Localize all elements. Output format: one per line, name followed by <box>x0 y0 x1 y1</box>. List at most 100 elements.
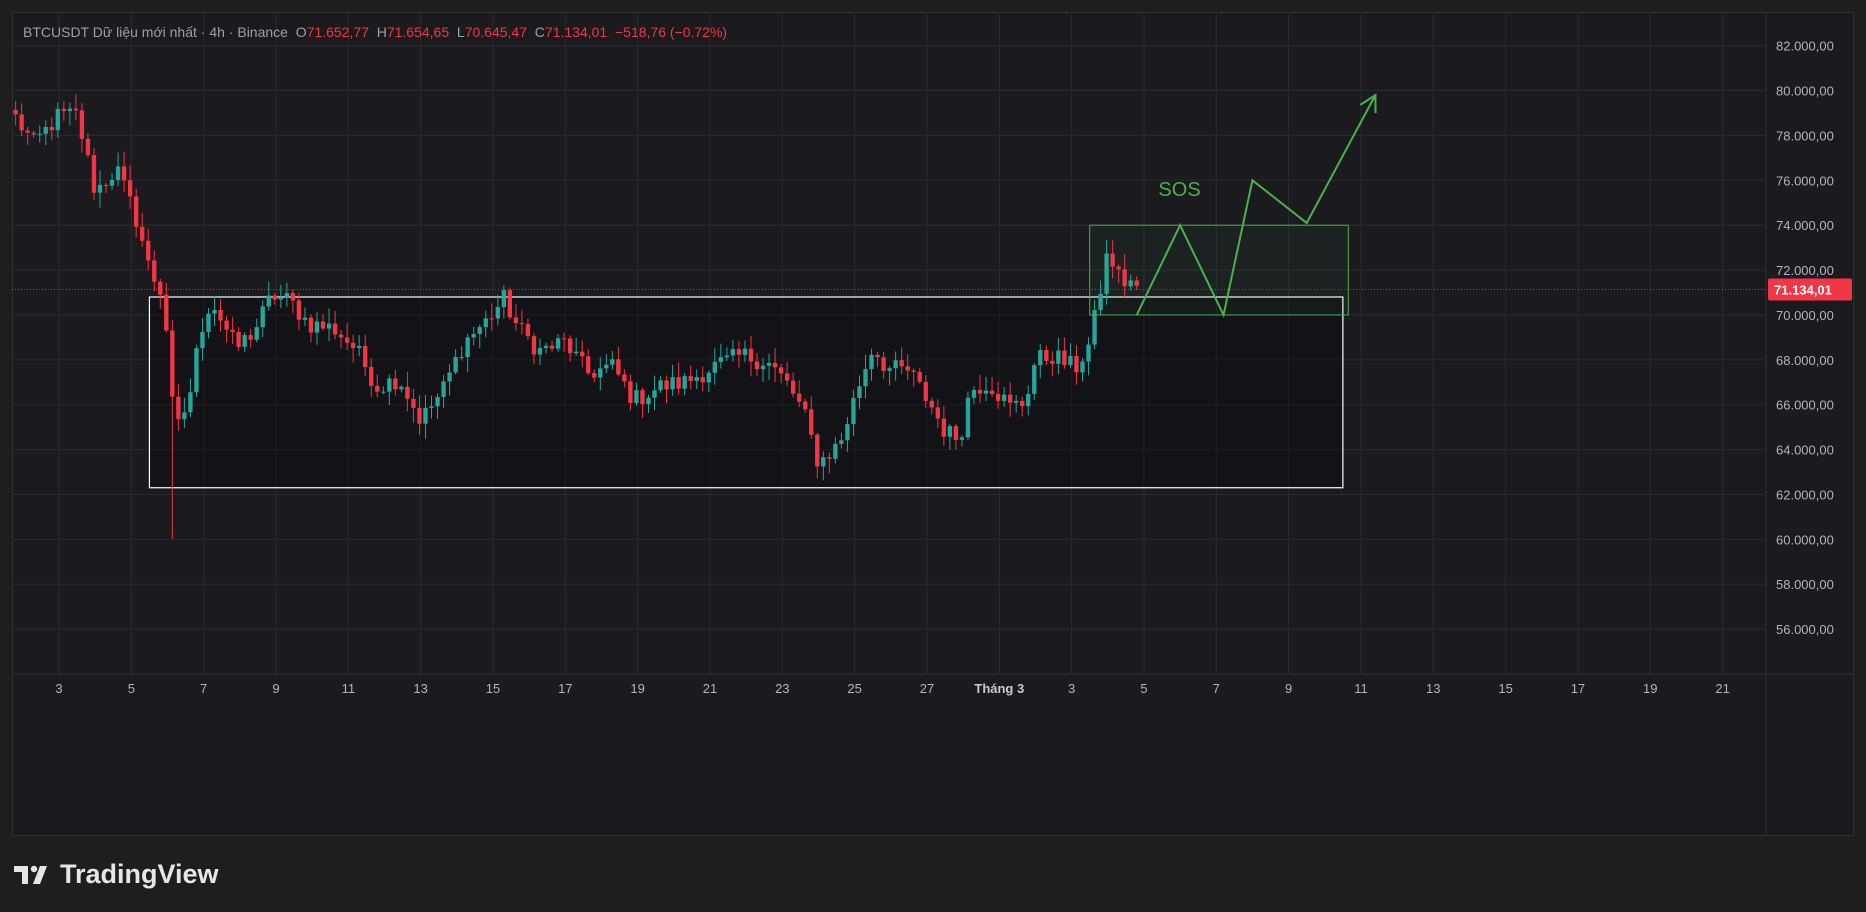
range-box-rect <box>148 296 1344 489</box>
time-tick-label: 17 <box>1571 681 1585 696</box>
candle-body <box>736 349 742 355</box>
range-box[interactable] <box>148 296 1344 489</box>
candle-body <box>284 293 290 298</box>
candle-body <box>465 337 470 358</box>
candle-body <box>1074 356 1079 373</box>
time-tick-label: 11 <box>1354 681 1368 696</box>
candle-body <box>640 390 645 405</box>
change-value: −518,76 (−0.72%) <box>614 24 728 40</box>
candle-body <box>1020 400 1025 407</box>
price-tick-label: 64.000,00 <box>1776 443 1834 458</box>
price-tick-label: 82.000,00 <box>1776 39 1834 54</box>
candle-body <box>555 338 561 349</box>
high-label: H <box>376 24 387 40</box>
close-label: C <box>534 24 545 40</box>
time-tick-label: 9 <box>1285 681 1292 696</box>
candle-body <box>242 335 247 347</box>
candle-body <box>212 309 217 314</box>
candle-body <box>995 394 1001 401</box>
candle-body <box>49 127 54 131</box>
candle-body <box>821 457 826 467</box>
candle-body <box>1032 365 1037 394</box>
price-tick-label: 72.000,00 <box>1776 263 1834 278</box>
low-value: 70.645,47 <box>464 24 527 40</box>
candle-body <box>302 317 308 320</box>
candle-body <box>272 295 277 300</box>
candle-body <box>332 323 338 335</box>
price-axis[interactable]: 82.000,00 80.000,00 78.000,00 76.000,00 74.0… <box>1776 39 1834 637</box>
candle-body <box>1104 253 1109 294</box>
tradingview-brand[interactable]: TradingView <box>14 859 219 890</box>
candle-body <box>610 359 615 365</box>
time-tick-label: 5 <box>1140 681 1147 696</box>
projection-path[interactable] <box>1135 93 1377 319</box>
candle-body <box>501 290 507 307</box>
candle-body <box>947 426 953 437</box>
candlestick-chart[interactable]: 82.000,00 80.000,00 78.000,00 76.000,00 74.0… <box>12 12 1854 836</box>
candle-body <box>935 407 940 419</box>
candle-body <box>724 355 730 358</box>
candle-body <box>869 354 874 370</box>
candle-body <box>296 300 302 320</box>
candle-body <box>670 377 675 390</box>
price-tick-label: 74.000,00 <box>1776 218 1834 233</box>
candle-body <box>375 385 380 392</box>
candle-body <box>350 342 356 349</box>
low-label: L <box>456 24 465 40</box>
last-price-tag-label: 71.134,01 <box>1774 283 1832 298</box>
price-tick-label: 68.000,00 <box>1776 353 1834 368</box>
candle-body <box>1110 253 1115 267</box>
candle-body <box>646 397 651 405</box>
time-tick-label: 15 <box>486 681 500 696</box>
candle-body <box>326 323 332 329</box>
candle-body <box>730 349 736 356</box>
candle-body <box>1086 344 1091 362</box>
candle-body <box>754 361 760 370</box>
candle-body <box>121 166 127 181</box>
candle-body <box>37 133 42 135</box>
candle-body <box>393 378 398 390</box>
price-tick-label: 80.000,00 <box>1776 84 1834 99</box>
price-tick-label: 78.000,00 <box>1776 128 1834 143</box>
candle-body <box>971 389 977 398</box>
time-tick-label: 19 <box>630 681 644 696</box>
candle-body <box>344 337 350 343</box>
time-tick-label: 21 <box>703 681 717 696</box>
candle-body <box>580 351 585 357</box>
candle-body <box>278 297 283 300</box>
candle-body <box>489 318 494 320</box>
candle-body <box>91 155 97 193</box>
time-axis[interactable]: 3 5 7 9 11 13 15 17 19 21 23 25 27 Tháng 3 3 5 7 9 11 13 15 1… <box>55 681 1729 696</box>
candle-body <box>682 376 687 389</box>
candle-body <box>308 317 314 333</box>
candle-body <box>495 306 500 319</box>
candle-body <box>115 166 121 180</box>
candle-body <box>417 407 422 424</box>
time-tick-label: 13 <box>1426 681 1440 696</box>
candle-body <box>917 371 922 382</box>
last-price-tag: 71.134,01 <box>1768 278 1852 301</box>
candle-body <box>206 313 211 333</box>
candle-body <box>146 240 151 261</box>
symbol-legend: BTCUSDT Dữ liệu mới nhất · 4h · Binance … <box>23 24 727 40</box>
candle-body <box>778 367 784 374</box>
price-tick-label: 58.000,00 <box>1776 577 1834 592</box>
time-tick-label: 3 <box>55 681 62 696</box>
symbol-name[interactable]: BTCUSDT <box>23 24 89 40</box>
price-tick-label: 70.000,00 <box>1776 308 1834 323</box>
candle-body <box>218 309 223 321</box>
price-tick-label: 60.000,00 <box>1776 532 1834 547</box>
candle-body <box>188 392 193 413</box>
candle-body <box>688 376 693 381</box>
chart-pane[interactable] <box>12 12 1854 836</box>
price-tick-label: 66.000,00 <box>1776 398 1834 413</box>
sos-box[interactable] <box>1089 224 1349 316</box>
time-tick-label: 15 <box>1498 681 1512 696</box>
candle-body <box>742 348 748 355</box>
candle-body <box>839 440 844 444</box>
candle-body <box>164 294 169 331</box>
candle-body <box>140 226 145 241</box>
candle-body <box>381 391 386 393</box>
candle-body <box>103 184 109 186</box>
price-tick-label: 56.000,00 <box>1776 622 1834 637</box>
